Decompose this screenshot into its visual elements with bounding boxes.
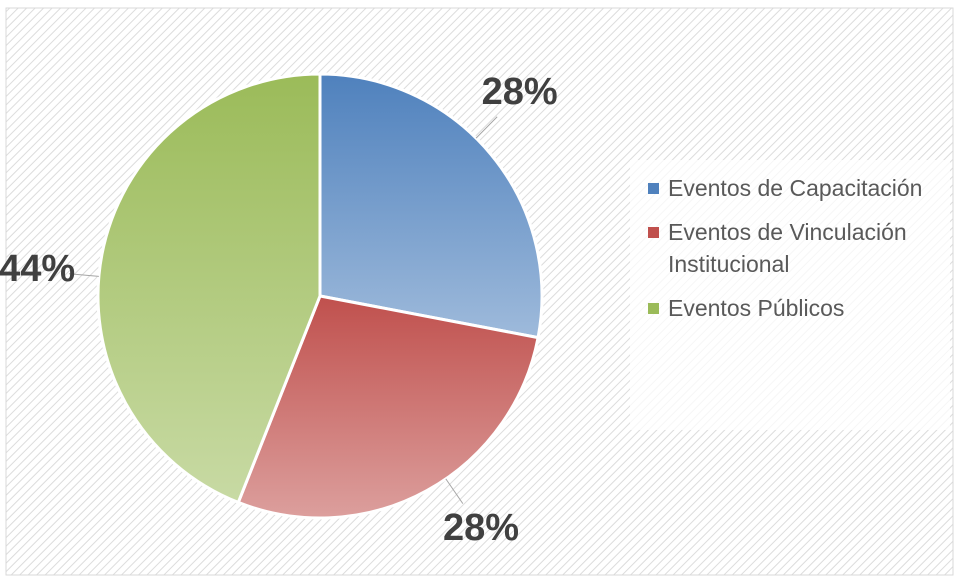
data-label: 44% [0, 248, 75, 290]
data-label: 28% [443, 507, 519, 549]
legend-item: Eventos de Capacitación [630, 172, 948, 204]
legend-label: Eventos de Vinculación Institucional [668, 219, 907, 277]
pie-slice [96, 72, 322, 505]
data-label: 28% [482, 71, 558, 113]
legend-swatch [648, 227, 659, 238]
legend-item: Eventos de Vinculación Institucional [630, 216, 948, 280]
legend: Eventos de Capacitación Eventos de Vincul… [630, 160, 950, 430]
leader-line [475, 116, 498, 139]
legend-label: Eventos Públicos [668, 295, 845, 321]
leader-line [68, 273, 99, 277]
legend-item: Eventos Públicos [630, 292, 948, 324]
legend-swatch [648, 183, 659, 194]
pie-slice [236, 294, 540, 520]
pie-slice [318, 72, 544, 340]
leader-line [445, 478, 464, 504]
legend-label: Eventos de Capacitación [668, 175, 923, 201]
legend-swatch [648, 303, 659, 314]
